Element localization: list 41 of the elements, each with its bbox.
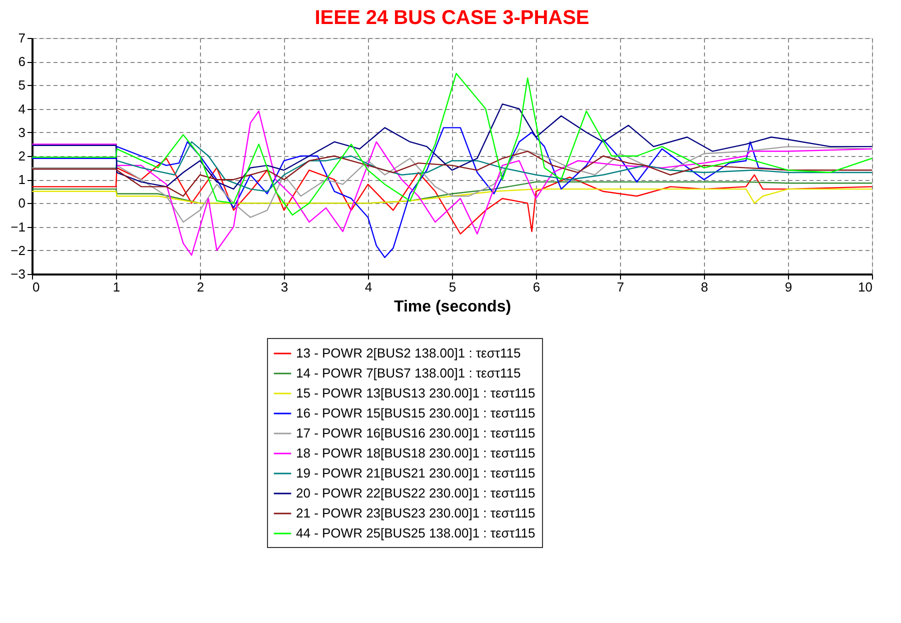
chart-title: IEEE 24 BUS CASE 3-PHASE [314, 7, 590, 29]
y-tick-label: 7 [18, 30, 26, 46]
y-tick-label: 5 [18, 78, 26, 93]
x-tick-label: 4 [364, 280, 372, 294]
legend-label: 44 - POWR 25[BUS25 138.00]1 : τεστ115 [296, 526, 536, 540]
y-tick-label: −1 [10, 219, 26, 234]
y-tick-label: 2 [18, 148, 26, 164]
legend-label: 20 - POWR 22[BUS22 230.00]1 : τεστ115 [296, 486, 536, 500]
legend-label: 16 - POWR 15[BUS15 230.00]1 : τεστ115 [296, 406, 536, 420]
y-tick-label: 4 [18, 101, 26, 116]
line-series [32, 110, 872, 256]
y-tick-label: 0 [18, 196, 26, 211]
legend-label: 19 - POWR 21[BUS21 230.00]1 : τεστ115 [296, 466, 536, 480]
line-series [32, 188, 872, 204]
x-tick-label: 10 [858, 280, 872, 294]
legend-label: 18 - POWR 18[BUS18 230.00]1 : τεστ115 [296, 446, 536, 460]
x-tick-label: 8 [700, 280, 708, 294]
y-tick-label: 1 [18, 172, 26, 188]
x-tick-label: 6 [532, 280, 540, 294]
legend-label: 21 - POWR 23[BUS23 230.00]1 : τεστ115 [296, 506, 536, 520]
y-tick-label: −2 [10, 242, 26, 258]
y-tick-label: −3 [10, 266, 26, 282]
x-tick-label: 5 [448, 280, 456, 294]
line-series [32, 150, 872, 197]
legend-label: 17 - POWR 16[BUS16 230.00]1 : τεστ115 [296, 426, 536, 440]
line-series [32, 158, 872, 234]
y-tick-label: 6 [18, 54, 26, 70]
line-series [32, 103, 872, 190]
legend-label: 14 - POWR 7[BUS7 138.00]1 : τεστ115 [296, 366, 521, 380]
legend-label: 13 - POWR 2[BUS2 138.00]1 : τεστ115 [296, 346, 521, 360]
x-axis-title: Time (seconds) [394, 298, 512, 316]
x-tick-label: 2 [196, 280, 204, 294]
line-series [32, 146, 872, 223]
x-tick-label: 0 [32, 280, 40, 294]
y-tick-label: 3 [18, 124, 26, 140]
x-tick-label: 3 [280, 280, 288, 294]
x-tick-label: 7 [616, 280, 624, 294]
line-series [32, 72, 872, 216]
x-tick-label: 1 [112, 280, 120, 294]
x-tick-label: 9 [784, 280, 792, 294]
legend-label: 15 - POWR 13[BUS13 230.00]1 : τεστ115 [296, 386, 536, 400]
